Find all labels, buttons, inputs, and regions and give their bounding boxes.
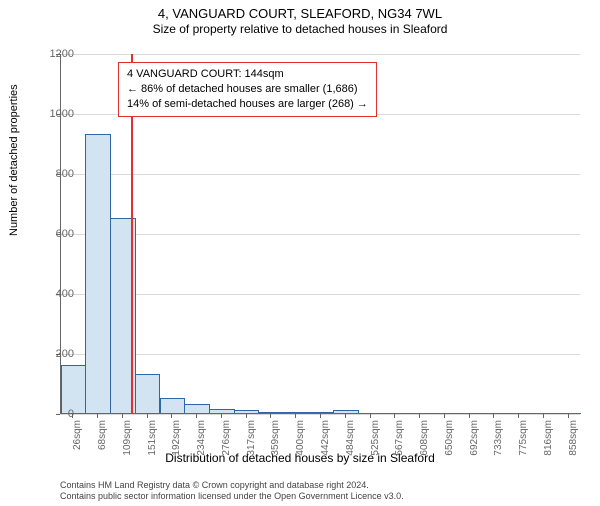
x-tick-label: 692sqm: [469, 420, 480, 460]
y-tick-label: 600: [56, 228, 74, 240]
x-tick-mark: [122, 414, 123, 418]
annotation-line: 4 VANGUARD COURT: 144sqm: [127, 67, 368, 82]
x-tick-mark: [419, 414, 420, 418]
x-tick-label: 442sqm: [320, 420, 331, 460]
y-tick-label: 200: [56, 348, 74, 360]
gridline: [60, 294, 580, 295]
footer-attribution: Contains HM Land Registry data © Crown c…: [60, 480, 404, 503]
x-tick-label: 400sqm: [295, 420, 306, 460]
x-tick-mark: [246, 414, 247, 418]
chart-container: 4, VANGUARD COURT, SLEAFORD, NG34 7WL Si…: [0, 6, 600, 506]
chart-subtitle: Size of property relative to detached ho…: [0, 22, 600, 36]
x-tick-label: 359sqm: [270, 420, 281, 460]
gridline: [60, 174, 580, 175]
x-tick-mark: [97, 414, 98, 418]
histogram-bar: [85, 134, 111, 414]
y-axis-label: Number of detached properties: [8, 84, 20, 236]
x-tick-label: 650sqm: [444, 420, 455, 460]
x-tick-mark: [196, 414, 197, 418]
x-tick-mark: [543, 414, 544, 418]
gridline: [60, 234, 580, 235]
x-tick-mark: [518, 414, 519, 418]
y-tick-label: 0: [68, 408, 74, 420]
annotation-line: 14% of semi-detached houses are larger (…: [127, 97, 368, 112]
y-tick-label: 800: [56, 168, 74, 180]
x-tick-mark: [493, 414, 494, 418]
x-tick-label: 192sqm: [171, 420, 182, 460]
x-tick-mark: [370, 414, 371, 418]
x-tick-label: 317sqm: [246, 420, 257, 460]
y-tick-label: 400: [56, 288, 74, 300]
x-tick-mark: [345, 414, 346, 418]
histogram-bar: [160, 398, 186, 414]
plot-area: 4 VANGUARD COURT: 144sqm← 86% of detache…: [60, 54, 580, 414]
y-tick-label: 1000: [50, 108, 74, 120]
x-tick-label: 816sqm: [543, 420, 554, 460]
x-tick-mark: [171, 414, 172, 418]
x-tick-label: 525sqm: [370, 420, 381, 460]
x-tick-mark: [394, 414, 395, 418]
x-tick-label: 26sqm: [72, 420, 83, 460]
x-tick-label: 151sqm: [147, 420, 158, 460]
chart-title: 4, VANGUARD COURT, SLEAFORD, NG34 7WL: [0, 6, 600, 21]
x-tick-label: 733sqm: [493, 420, 504, 460]
x-tick-mark: [469, 414, 470, 418]
x-tick-mark: [270, 414, 271, 418]
x-tick-label: 858sqm: [568, 420, 579, 460]
x-tick-label: 276sqm: [221, 420, 232, 460]
x-tick-mark: [444, 414, 445, 418]
x-axis-line: [60, 413, 580, 414]
x-tick-label: 567sqm: [394, 420, 405, 460]
x-tick-label: 68sqm: [97, 420, 108, 460]
footer-line2: Contains public sector information licen…: [60, 491, 404, 502]
x-tick-mark: [295, 414, 296, 418]
x-tick-label: 109sqm: [122, 420, 133, 460]
x-tick-mark: [568, 414, 569, 418]
footer-line1: Contains HM Land Registry data © Crown c…: [60, 480, 404, 491]
histogram-bar: [135, 374, 161, 414]
histogram-bar: [61, 365, 87, 414]
x-tick-label: 608sqm: [419, 420, 430, 460]
x-tick-label: 484sqm: [345, 420, 356, 460]
x-tick-label: 775sqm: [518, 420, 529, 460]
x-tick-label: 234sqm: [196, 420, 207, 460]
annotation-line: ← 86% of detached houses are smaller (1,…: [127, 82, 368, 97]
x-tick-mark: [320, 414, 321, 418]
x-tick-mark: [147, 414, 148, 418]
y-tick-mark: [56, 414, 60, 415]
y-tick-label: 1200: [50, 48, 74, 60]
x-tick-mark: [221, 414, 222, 418]
annotation-box: 4 VANGUARD COURT: 144sqm← 86% of detache…: [118, 62, 377, 117]
gridline: [60, 354, 580, 355]
gridline: [60, 54, 580, 55]
